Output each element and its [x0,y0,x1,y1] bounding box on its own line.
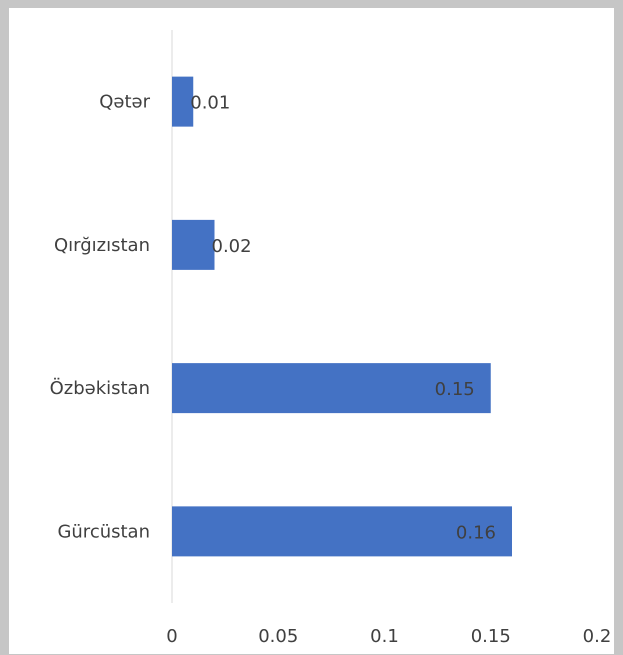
bar [172,76,194,127]
bar [172,506,512,557]
y-tick-label: Gürcüstan [57,521,150,542]
x-tick-label: 0 [166,626,177,647]
bar [172,363,491,414]
x-tick-label: 0.2 [583,626,612,647]
data-label: 0.15 [435,379,475,400]
data-label: 0.02 [212,236,252,257]
x-tick-label: 0.1 [370,626,399,647]
bar [172,219,215,270]
x-tick-label: 0.05 [258,626,298,647]
x-tick-label: 0.15 [471,626,511,647]
data-label: 0.16 [456,522,496,543]
y-tick-label: Özbəkistan [50,377,150,399]
data-label: 0.01 [190,93,230,114]
y-tick-label: Qətər [99,92,150,113]
y-tick-label: Qırğızıstan [54,235,150,256]
